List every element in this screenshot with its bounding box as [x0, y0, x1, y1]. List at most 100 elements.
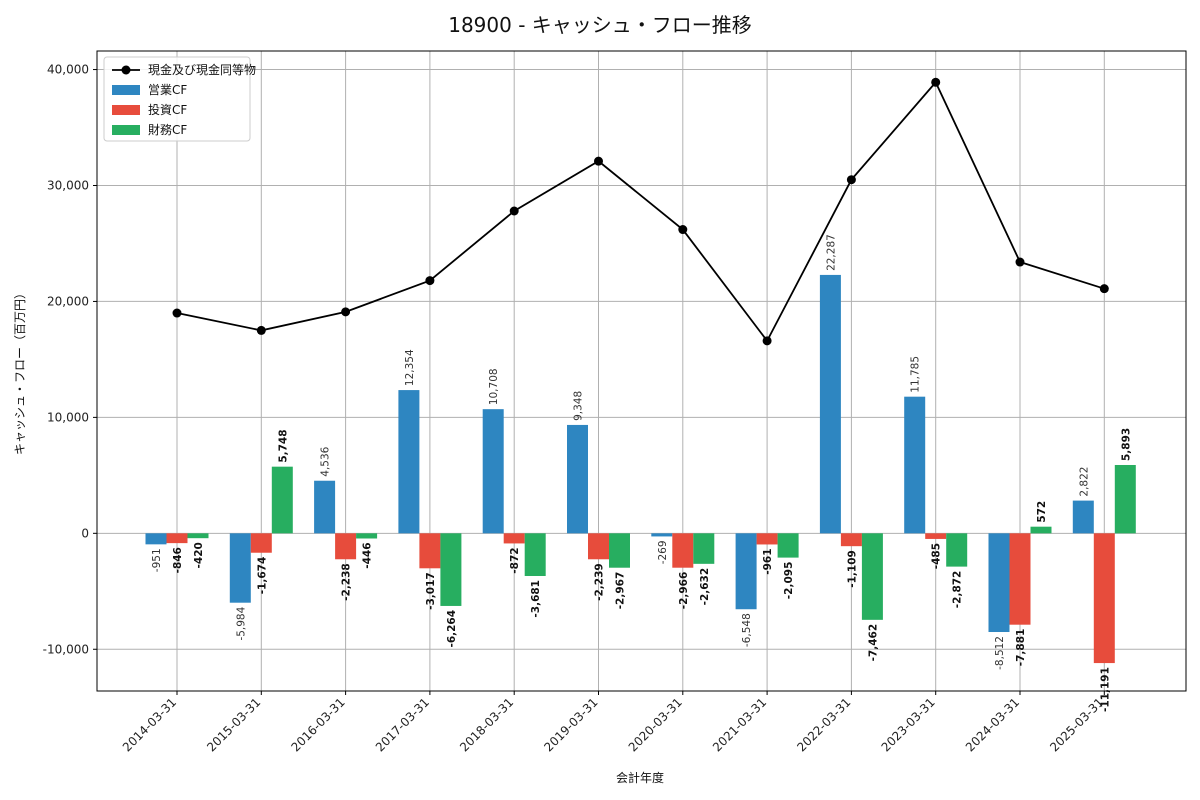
- legend-swatch: [112, 105, 140, 115]
- bar-value-label: -269: [657, 540, 669, 564]
- bar-investing: [419, 533, 441, 569]
- bar-financing: [609, 533, 630, 568]
- x-tick-label: 2023-03-31: [879, 695, 938, 754]
- bar-value-label: -3,681: [530, 580, 542, 618]
- bar-value-label: -7,881: [1015, 629, 1027, 667]
- y-axis-title: キャッシュ・フロー（百万円）: [13, 287, 27, 455]
- legend-swatch: [112, 85, 140, 95]
- bar-financing: [187, 533, 209, 539]
- y-tick-label: 30,000: [47, 178, 89, 192]
- bar-financing: [1114, 464, 1136, 534]
- cash-line-point: [846, 175, 856, 185]
- bar-value-label: -872: [509, 547, 521, 573]
- legend-marker: [121, 65, 131, 75]
- bar-operating: [567, 424, 588, 534]
- cash-line-point: [341, 307, 351, 317]
- cash-line-point: [594, 156, 603, 166]
- bar-value-label: 10,708: [488, 368, 500, 405]
- y-tick-label: 0: [81, 526, 89, 540]
- x-axis-ticks: 2014-03-31 2015-03-31 2016-03-31 2017-03-31…: [120, 691, 1106, 754]
- bar-investing: [925, 533, 947, 539]
- bar-value-label: -2,632: [699, 568, 711, 606]
- x-tick-label: 2018-03-31: [457, 695, 516, 754]
- cash-line-point: [1099, 284, 1109, 294]
- bar-value-label: 572: [1036, 501, 1048, 523]
- bar-value-label: 22,287: [825, 234, 837, 271]
- bar-financing: [356, 533, 378, 539]
- cash-line-point: [678, 225, 688, 235]
- cash-line-point: [509, 206, 519, 216]
- x-tick-label: 2015-03-31: [204, 695, 263, 754]
- cash-line-point: [1015, 257, 1025, 267]
- bar-value-label: -951: [151, 548, 163, 572]
- legend-label: 財務CF: [148, 122, 187, 137]
- bar-value-label: -5,984: [235, 606, 247, 640]
- bar-value-label: 9,348: [573, 391, 585, 421]
- bar-value-label: 5,893: [1120, 428, 1132, 461]
- bar-financing: [693, 533, 715, 564]
- cash-line: [172, 77, 1109, 346]
- bar-value-label: -961: [762, 548, 774, 574]
- bar-financing: [524, 533, 546, 576]
- y-tick-label: 20,000: [47, 294, 89, 308]
- bar-operating: [145, 533, 167, 545]
- bar-value-label: -846: [172, 547, 184, 573]
- bar-financing: [440, 533, 462, 606]
- chart-title: 18900 - キャッシュ・フロー推移: [448, 13, 752, 37]
- legend-label: 投資CF: [148, 102, 187, 117]
- bar-value-label: -6,548: [741, 613, 753, 647]
- bar-value-label: -2,967: [615, 572, 627, 610]
- x-axis-title: 会計年度: [616, 770, 664, 785]
- bar-value-label: 4,536: [320, 446, 332, 476]
- cash-line-point: [172, 308, 182, 318]
- legend-box: [103, 56, 251, 142]
- x-tick-label: 2021-03-31: [710, 695, 769, 754]
- bar-value-label: -2,095: [783, 562, 795, 600]
- bar-value-label: -2,966: [678, 572, 690, 610]
- bar-investing: [756, 533, 778, 545]
- bar-operating: [482, 409, 504, 534]
- bar-financing: [946, 533, 968, 567]
- y-tick-label: 10,000: [47, 410, 89, 424]
- x-tick-label: 2022-03-31: [794, 695, 853, 754]
- bar-operating: [1072, 500, 1094, 534]
- cash-line-point: [256, 325, 266, 335]
- bar-value-label: -1,109: [846, 550, 858, 588]
- bars: [145, 274, 1136, 664]
- bar-value-label: 12,354: [404, 349, 416, 386]
- bar-value-label: -446: [362, 542, 374, 568]
- bar-investing: [840, 533, 862, 547]
- bar-value-label: 11,785: [910, 356, 922, 393]
- bar-value-label: -485: [931, 543, 943, 569]
- bar-value-label: -7,462: [867, 624, 879, 662]
- legend-swatch: [112, 125, 140, 135]
- x-tick-label: 2024-03-31: [963, 695, 1022, 754]
- bar-operating: [904, 396, 926, 534]
- bar-value-label: 2,822: [1078, 467, 1090, 497]
- bar-financing: [1030, 526, 1052, 534]
- cash-line-point: [931, 77, 941, 87]
- bar-operating: [735, 533, 757, 610]
- x-tick-label: 2016-03-31: [289, 695, 348, 754]
- bar-operating: [398, 390, 420, 534]
- bar-value-label: -2,239: [594, 563, 606, 601]
- bar-value-label: -3,017: [425, 572, 437, 610]
- bar-value-label: -11,191: [1099, 667, 1111, 712]
- bar-labels: -951 -5,984 4,536 12,354 10,708 9,348 -269 -6,5…: [151, 234, 1132, 712]
- bar-financing: [861, 533, 883, 620]
- bar-investing: [672, 533, 694, 568]
- y-tick-label: -10,000: [43, 642, 89, 656]
- bar-investing: [503, 533, 525, 544]
- bar-operating: [229, 533, 251, 603]
- cash-line-path: [176, 80, 1105, 343]
- bar-value-label: -6,264: [446, 610, 458, 648]
- cash-line-point: [762, 336, 772, 346]
- bar-investing: [335, 533, 357, 560]
- bar-value-label: -420: [193, 542, 205, 568]
- bar-investing: [1009, 533, 1031, 625]
- cash-line-point: [425, 276, 435, 286]
- x-tick-label: 2014-03-31: [120, 695, 179, 754]
- y-tick-label: 40,000: [47, 63, 89, 77]
